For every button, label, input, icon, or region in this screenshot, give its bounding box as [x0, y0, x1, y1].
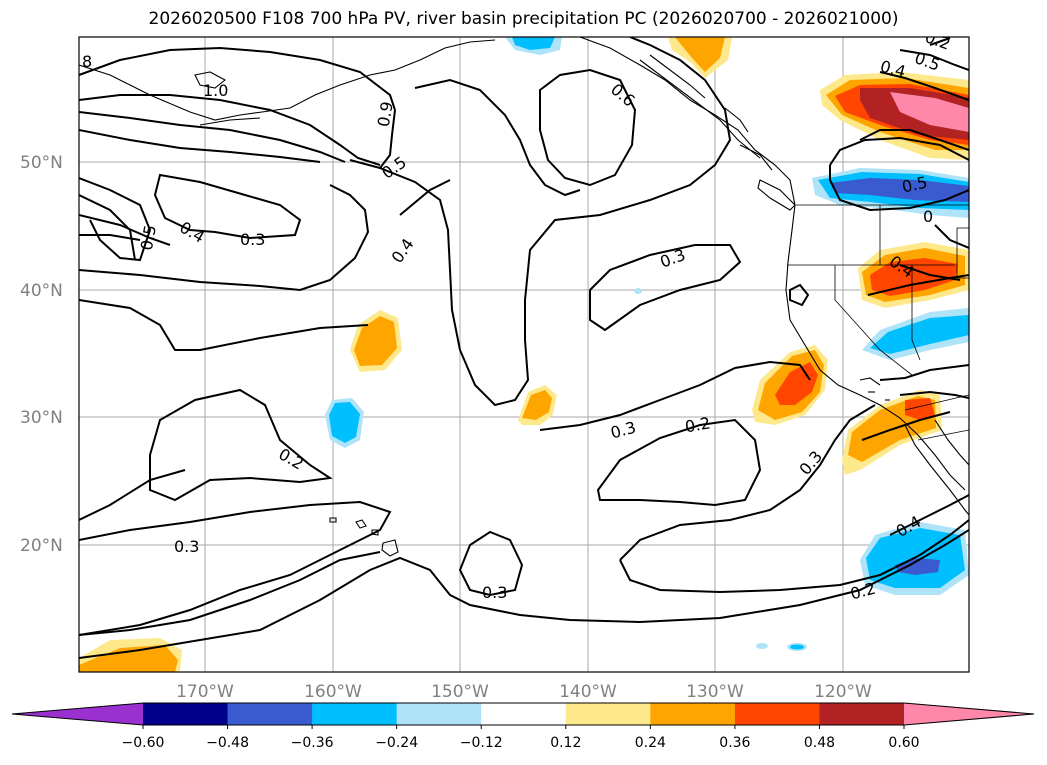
lat-labels: 50°N 40°N 30°N 20°N: [20, 153, 63, 556]
map-frame: [78, 36, 970, 673]
contour-label: 0: [923, 207, 933, 226]
colorbar-tick-label: 0.60: [888, 735, 919, 751]
lat-label: 50°N: [20, 153, 63, 173]
lon-label: 140°W: [559, 682, 617, 702]
colorbar-tick-label: −0.12: [460, 735, 503, 751]
contour-label: 1.0: [203, 81, 228, 100]
colorbar-extend-low: [12, 703, 143, 725]
lon-label: 130°W: [686, 682, 744, 702]
colorbar-tick-label: −0.24: [375, 735, 418, 751]
colorbar-tick-label: −0.60: [122, 735, 165, 751]
map-title: 2026020500 F108 700 hPa PV, river basin …: [148, 9, 899, 29]
colorbar: −0.60 −0.48 −0.36 −0.24 −0.12 0.12 0.24 0.36 0.4…: [11, 702, 1035, 751]
colorbar-tick-label: 0.48: [804, 735, 835, 751]
colorbar-segment: [481, 703, 567, 725]
colorbar-tick-label: 0.24: [635, 735, 666, 751]
colorbar-segment: [819, 703, 905, 725]
colorbar-extend-high: [904, 703, 1034, 725]
colorbar-segment: [312, 703, 398, 725]
lon-labels: 170°W 160°W 150°W 140°W 130°W 120°W: [176, 682, 872, 702]
lon-label: 120°W: [814, 682, 872, 702]
contour-label: 0.3: [482, 583, 507, 602]
pv-contours: [79, 37, 969, 659]
lon-label: 150°W: [431, 682, 489, 702]
contour-label: 0.3: [240, 230, 265, 249]
coastlines: [79, 37, 969, 557]
colorbar-tick-label: 0.36: [719, 735, 750, 751]
contour-label: 0.2: [683, 413, 711, 436]
lon-label: 160°W: [304, 682, 362, 702]
contour-label: 0.5: [900, 173, 929, 197]
map-plot-area: 8 1.0 0.9 0.5 0.6 0.4 0.5 0.5 0.4 0.3 0.…: [79, 37, 969, 672]
lat-label: 30°N: [20, 408, 63, 428]
colorbar-tick-label: −0.48: [206, 735, 249, 751]
lat-label: 20°N: [20, 536, 63, 556]
contour-label: 8: [82, 52, 92, 71]
contour-label: 0.5: [137, 223, 160, 251]
lat-label: 40°N: [20, 281, 63, 301]
colorbar-tick-label: 0.12: [550, 735, 581, 751]
state-borders: [787, 204, 969, 441]
graticule: [79, 37, 969, 672]
colorbar-segment: [227, 703, 313, 725]
contour-label: 0.9: [374, 100, 397, 128]
colorbar-segment: [565, 703, 651, 725]
contour-label: 0.3: [174, 537, 199, 556]
colorbar-segment: [734, 703, 820, 725]
colorbar-segment: [650, 703, 736, 725]
colorbar-segment: [396, 703, 482, 725]
colorbar-tick-label: −0.36: [291, 735, 334, 751]
lon-label: 170°W: [176, 682, 234, 702]
colorbar-segment: [143, 703, 229, 725]
